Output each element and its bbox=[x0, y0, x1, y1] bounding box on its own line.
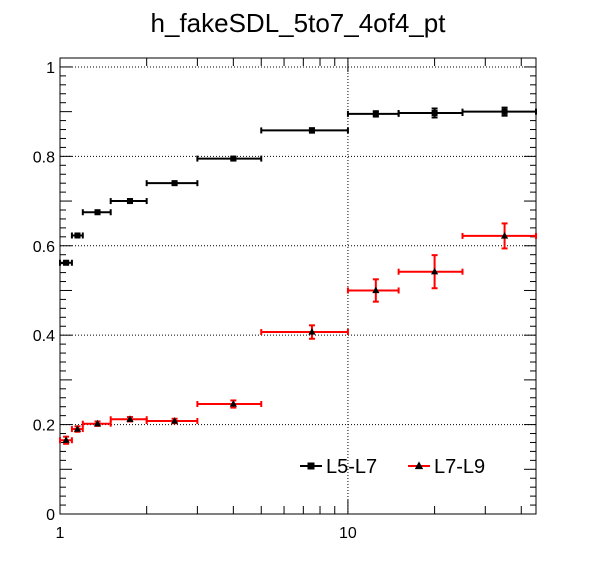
data-series bbox=[59, 106, 537, 445]
data-point bbox=[109, 415, 148, 423]
data-point bbox=[461, 106, 537, 117]
grid-lines bbox=[60, 58, 536, 514]
data-marker bbox=[229, 400, 237, 407]
y-tick-label: 0 bbox=[46, 507, 55, 524]
data-point bbox=[346, 278, 400, 303]
data-marker bbox=[308, 127, 315, 134]
data-marker bbox=[501, 108, 508, 115]
chart-title: h_fakeSDL_5to7_4of4_pt bbox=[151, 8, 447, 38]
data-point bbox=[145, 180, 199, 187]
data-point bbox=[145, 417, 199, 425]
data-point bbox=[397, 254, 464, 290]
legend-label: L7-L9 bbox=[434, 456, 485, 478]
data-marker bbox=[74, 232, 81, 239]
series-l7-l9 bbox=[59, 222, 537, 445]
data-point bbox=[196, 399, 263, 409]
data-marker bbox=[171, 180, 178, 187]
data-point bbox=[196, 155, 263, 162]
data-point bbox=[109, 198, 148, 205]
data-point bbox=[260, 127, 349, 134]
data-marker bbox=[500, 231, 509, 239]
data-marker bbox=[62, 436, 70, 443]
x-tick-label: 1 bbox=[56, 525, 65, 542]
data-marker bbox=[431, 109, 438, 116]
y-tick-label: 0.2 bbox=[33, 418, 55, 435]
data-point bbox=[260, 324, 349, 340]
y-tick-label: 1 bbox=[46, 60, 55, 77]
legend-entry-l7-l9: L7-L9 bbox=[408, 456, 485, 478]
series-l5-l7 bbox=[59, 106, 537, 266]
data-marker bbox=[63, 259, 70, 266]
data-marker bbox=[170, 417, 179, 424]
data-marker bbox=[308, 328, 316, 335]
data-marker bbox=[126, 415, 134, 422]
data-marker bbox=[73, 425, 82, 432]
y-tick-label: 0.8 bbox=[33, 149, 55, 166]
legend-marker bbox=[414, 461, 424, 470]
data-point bbox=[59, 259, 73, 266]
y-tick-label: 0.4 bbox=[33, 328, 55, 345]
data-marker bbox=[93, 419, 102, 427]
legend-marker bbox=[307, 462, 315, 470]
x-tick-label: 10 bbox=[339, 525, 357, 542]
data-point bbox=[461, 222, 537, 250]
data-marker bbox=[372, 110, 379, 117]
data-marker bbox=[430, 267, 439, 275]
data-marker bbox=[372, 286, 380, 294]
data-marker bbox=[126, 198, 133, 205]
plot-frame bbox=[59, 57, 537, 515]
data-point bbox=[81, 419, 112, 427]
legend-entry-l5-l7: L5-L7 bbox=[300, 456, 377, 478]
data-marker bbox=[230, 155, 237, 162]
legend: L5-L7 L7-L9 bbox=[300, 456, 485, 478]
data-point bbox=[70, 232, 84, 239]
legend-label: L5-L7 bbox=[326, 456, 377, 478]
data-marker bbox=[94, 209, 101, 216]
data-point bbox=[70, 425, 84, 433]
data-point bbox=[81, 209, 112, 216]
data-point bbox=[59, 435, 73, 445]
y-tick-label: 0.6 bbox=[33, 239, 55, 256]
